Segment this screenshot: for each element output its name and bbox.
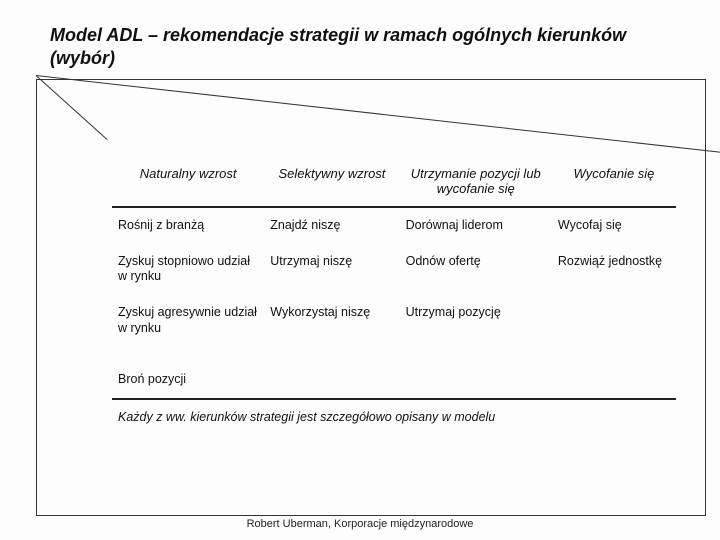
table-cell: Rośnij z branżą [112, 207, 264, 244]
strategy-table: Naturalny wzrost Selektywny wzrost Utrzy… [112, 160, 676, 429]
table-cell: Dorównaj liderom [400, 207, 552, 244]
table-cell: Zyskuj agresywnie udział w rynku [112, 295, 264, 346]
table-cell: Odnów ofertę [400, 244, 552, 295]
page-title: Model ADL – rekomendacje strategii w ram… [36, 16, 706, 80]
table-row: Rośnij z branżą Znajdź niszę Dorównaj li… [112, 207, 676, 244]
strategy-table-container: Naturalny wzrost Selektywny wzrost Utrzy… [112, 160, 676, 429]
table-cell [400, 346, 552, 399]
col-header: Wycofanie się [552, 160, 676, 207]
credit-line: Robert Uberman, Korporacje międzynarodow… [0, 518, 720, 530]
footnote-text: Każdy z ww. kierunków strategii jest szc… [112, 399, 676, 430]
col-header: Selektywny wzrost [264, 160, 399, 207]
table-cell: Zyskuj stopniowo udział w rynku [112, 244, 264, 295]
table-cell: Wykorzystaj niszę [264, 295, 399, 346]
table-cell: Broń pozycji [112, 346, 264, 399]
table-row: Zyskuj stopniowo udział w rynku Utrzymaj… [112, 244, 676, 295]
footnote-row: Każdy z ww. kierunków strategii jest szc… [112, 399, 676, 430]
table-cell [552, 346, 676, 399]
table-cell: Znajdź niszę [264, 207, 399, 244]
table-cell [552, 295, 676, 346]
table-row: Zyskuj agresywnie udział w rynku Wykorzy… [112, 295, 676, 346]
col-header: Naturalny wzrost [112, 160, 264, 207]
col-header: Utrzymanie pozycji lub wycofanie się [400, 160, 552, 207]
table-cell [264, 346, 399, 399]
table-row: Broń pozycji [112, 346, 676, 399]
table-cell: Utrzymaj niszę [264, 244, 399, 295]
table-header-row: Naturalny wzrost Selektywny wzrost Utrzy… [112, 160, 676, 207]
table-cell: Wycofaj się [552, 207, 676, 244]
table-cell: Utrzymaj pozycję [400, 295, 552, 346]
table-cell: Rozwiąż jednostkę [552, 244, 676, 295]
